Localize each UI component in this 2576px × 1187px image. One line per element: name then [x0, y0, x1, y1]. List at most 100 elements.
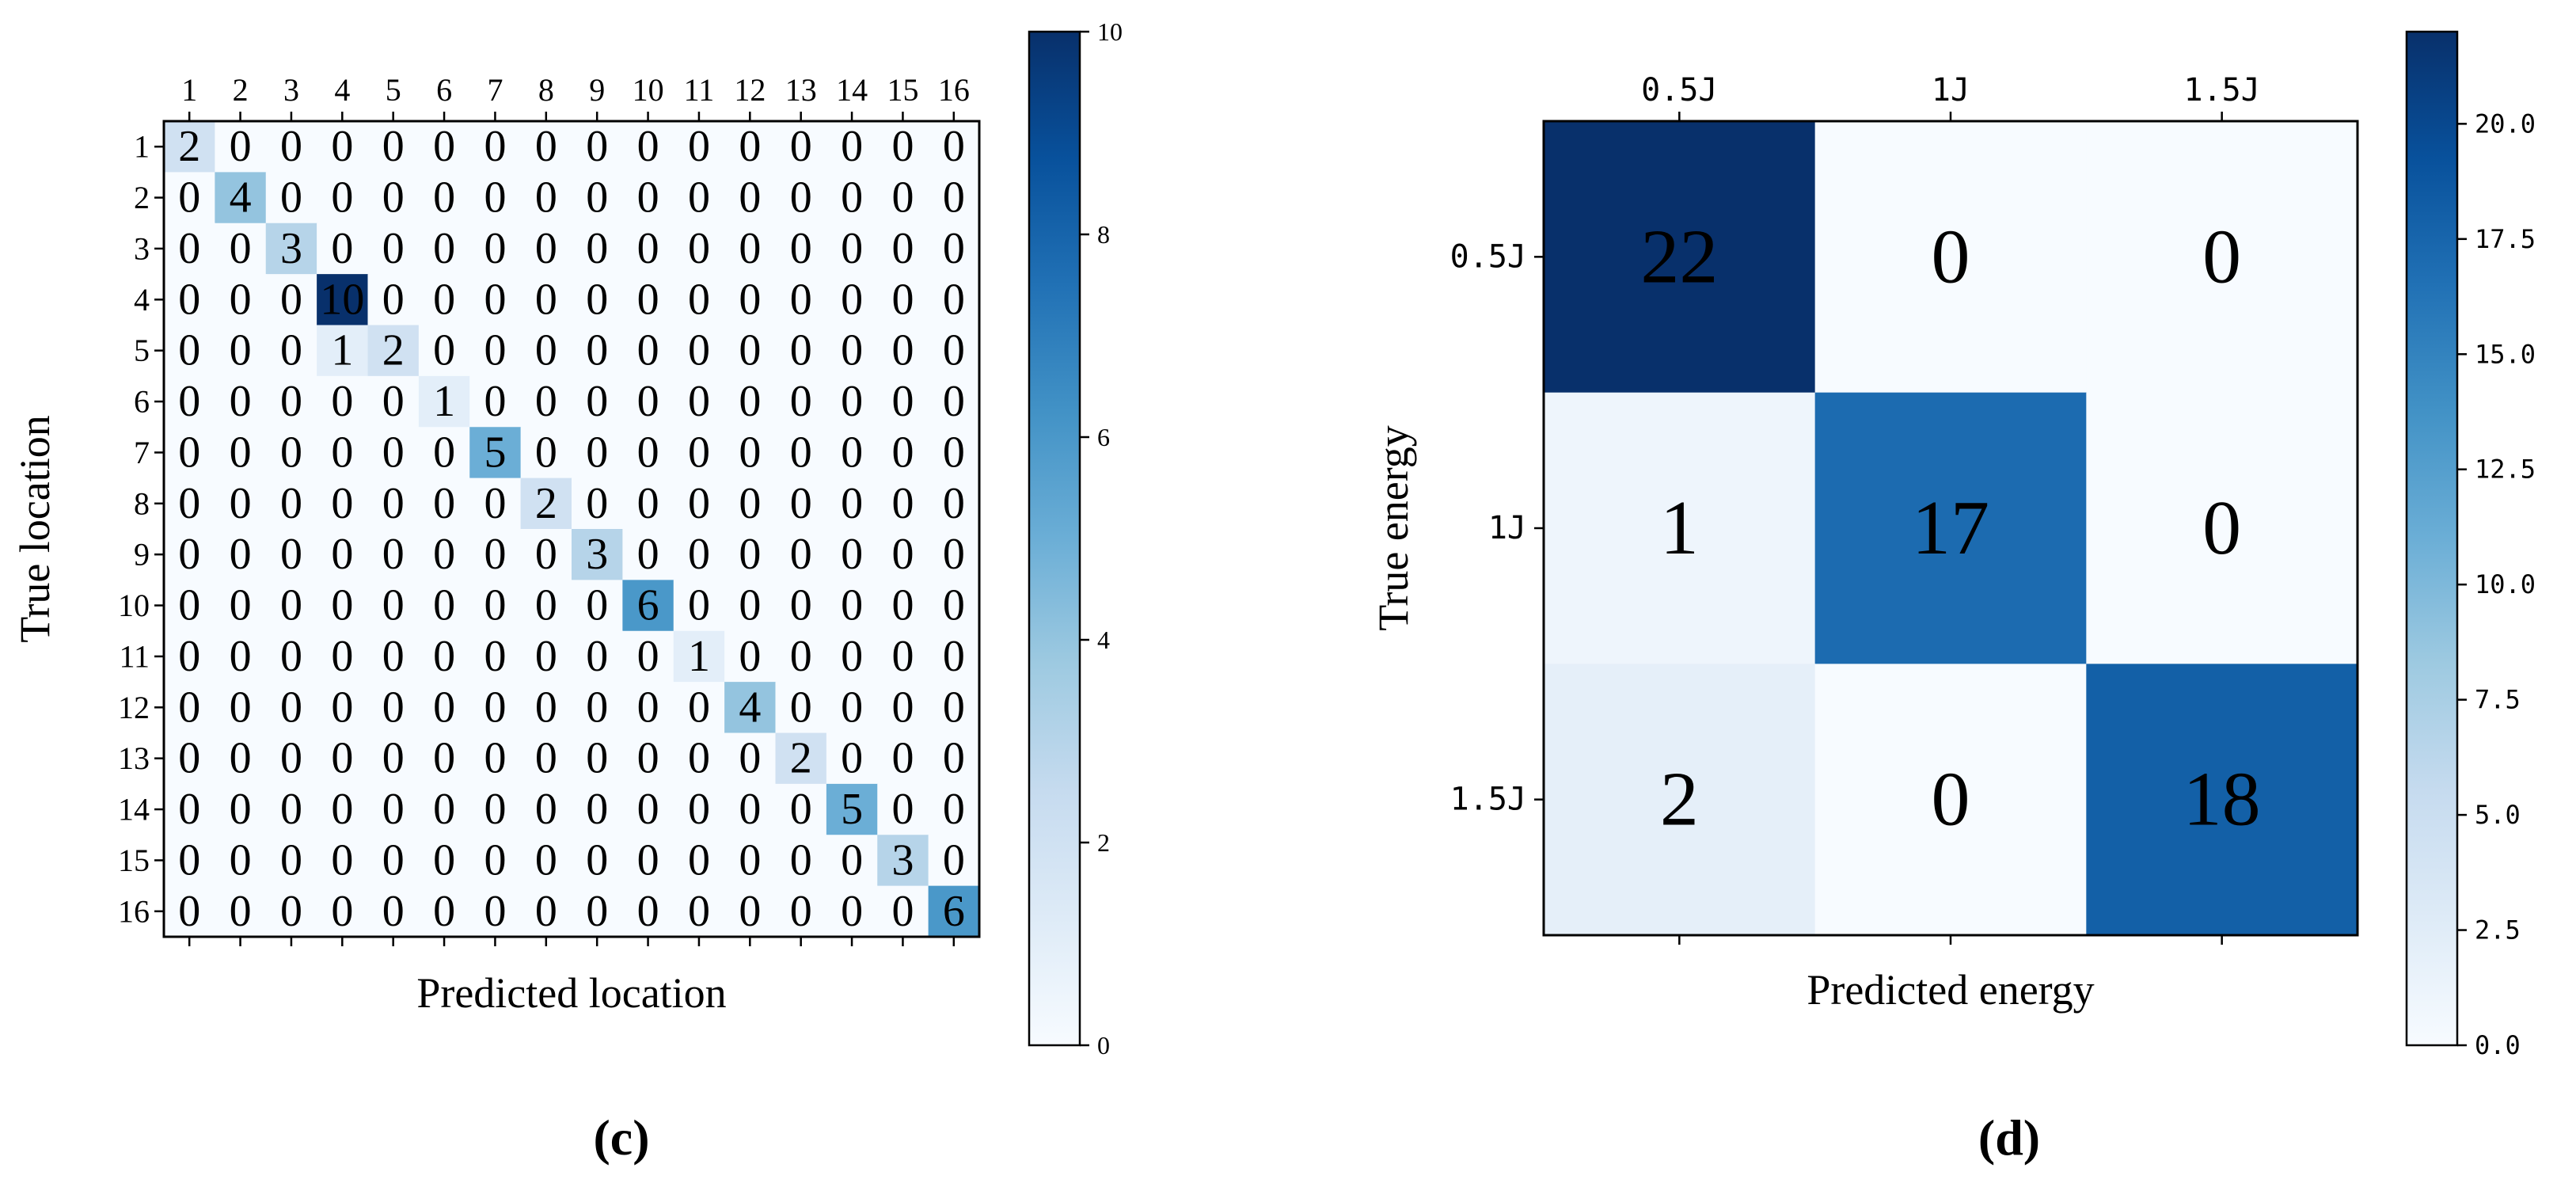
- cell-value-r2-c2: 17: [1912, 485, 1989, 571]
- cell-value-r10-c6: 0: [433, 581, 455, 630]
- cell-r1-c8: [520, 121, 572, 173]
- cell-value-r15-c2: 0: [230, 835, 252, 885]
- y-tick-label-2: 1J: [1488, 510, 1526, 546]
- cell-value-r14-c10: 0: [637, 785, 659, 834]
- cell-value-r10-c1: 0: [178, 581, 200, 630]
- cell-value-r3-c1: 2: [1660, 757, 1699, 843]
- cell-value-r14-c8: 0: [535, 785, 557, 834]
- colorbar-tick-label-3: 6: [1097, 423, 1110, 451]
- colorbar-tick-label-0: 0: [1097, 1031, 1110, 1060]
- cell-r14-c16: [928, 783, 980, 835]
- cell-r15-c3: [265, 835, 317, 887]
- cell-r4-c12: [724, 274, 777, 326]
- cell-value-r7-c5: 0: [382, 428, 405, 477]
- cell-r3-c6: [418, 223, 470, 275]
- cell-value-r1-c1: 22: [1640, 214, 1718, 299]
- cell-r8-c2: [215, 477, 267, 530]
- cell-r10-c11: [673, 580, 725, 632]
- cell-value-r3-c12: 0: [739, 224, 761, 273]
- cell-r11-c11: [673, 630, 725, 683]
- cell-r9-c11: [673, 529, 725, 580]
- cell-r13-c2: [215, 732, 267, 785]
- cell-value-r3-c15: 0: [891, 224, 914, 273]
- cell-r1-c4: [317, 121, 369, 173]
- cell-value-r1-c7: 0: [484, 122, 506, 171]
- cell-r2-c2: [215, 172, 267, 224]
- cell-value-r14-c1: 0: [178, 785, 200, 834]
- cell-value-r13-c8: 0: [535, 734, 557, 783]
- cell-r16-c8: [520, 885, 572, 938]
- cell-r15-c6: [418, 835, 470, 887]
- cell-r15-c5: [367, 835, 420, 887]
- cell-r3-c16: [928, 223, 980, 275]
- cell-r11-c7: [469, 630, 522, 683]
- cell-value-r6-c6: 1: [433, 377, 455, 426]
- cell-r16-c4: [317, 885, 369, 938]
- cell-r9-c12: [724, 529, 777, 580]
- cell-value-r12-c3: 0: [280, 683, 302, 732]
- cell-r15-c8: [520, 835, 572, 887]
- cell-r5-c5: [367, 325, 420, 377]
- cell-r4-c11: [673, 274, 725, 326]
- cell-r8-c7: [469, 477, 522, 530]
- cell-r5-c3: [265, 325, 317, 377]
- x-tick-label-15: 15: [887, 72, 918, 108]
- cell-r11-c16: [928, 630, 980, 683]
- cell-r9-c2: [215, 529, 267, 580]
- cell-r5-c14: [826, 325, 878, 377]
- cell-value-r2-c9: 0: [586, 173, 608, 223]
- cell-r5-c12: [724, 325, 777, 377]
- cell-value-r15-c6: 0: [433, 835, 455, 885]
- cell-value-r7-c14: 0: [841, 428, 863, 477]
- cell-r2-c3: [265, 172, 317, 224]
- cell-value-r2-c6: 0: [433, 173, 455, 223]
- colorbar: [1028, 30, 1081, 1047]
- cell-value-r10-c16: 0: [943, 581, 965, 630]
- cell-r3-c7: [469, 223, 522, 275]
- cell-value-r13-c14: 0: [841, 734, 863, 783]
- cell-value-r1-c8: 0: [535, 122, 557, 171]
- cell-r13-c6: [418, 732, 470, 785]
- cell-value-r16-c11: 0: [688, 887, 710, 936]
- cell-value-r3-c3: 3: [280, 224, 302, 273]
- cell-value-r11-c2: 0: [230, 632, 252, 681]
- cell-r1-c15: [877, 121, 929, 173]
- cell-value-r14-c9: 0: [586, 785, 608, 834]
- colorbar: [2405, 30, 2459, 1047]
- cell-r9-c15: [877, 529, 929, 580]
- cell-value-r2-c14: 0: [841, 173, 863, 223]
- cell-r13-c1: [164, 732, 215, 785]
- y-tick-label-1: 0.5J: [1450, 238, 1526, 275]
- cell-r9-c1: [164, 529, 215, 580]
- cell-r3-c2: [215, 223, 267, 275]
- cell-r9-c7: [469, 529, 522, 580]
- cell-value-r9-c12: 0: [739, 530, 761, 579]
- cell-r7-c16: [928, 427, 980, 479]
- cell-r14-c15: [877, 783, 929, 835]
- cell-r5-c2: [215, 325, 267, 377]
- cell-r8-c9: [572, 477, 623, 530]
- y-tick-label-11: 11: [119, 638, 150, 674]
- cell-value-r12-c12: 4: [739, 683, 761, 732]
- cell-r15-c4: [317, 835, 369, 887]
- cell-r12-c5: [367, 682, 420, 734]
- cell-value-r13-c4: 0: [331, 734, 353, 783]
- y-tick-label-5: 5: [134, 333, 150, 368]
- cell-value-r4-c11: 0: [688, 275, 710, 324]
- cell-r7-c5: [367, 427, 420, 479]
- cell-r3-c1: [1544, 664, 1816, 936]
- x-tick-label-10: 10: [633, 72, 664, 108]
- cell-value-r14-c6: 0: [433, 785, 455, 834]
- cell-r12-c7: [469, 682, 522, 734]
- cell-value-r15-c8: 0: [535, 835, 557, 885]
- cell-r2-c6: [418, 172, 470, 224]
- y-tick-label-15: 15: [118, 843, 150, 878]
- cell-r12-c8: [520, 682, 572, 734]
- cell-r3-c11: [673, 223, 725, 275]
- colorbar-tick-label-6: 15.0: [2475, 339, 2536, 369]
- cell-value-r7-c4: 0: [331, 428, 353, 477]
- cell-r14-c9: [572, 783, 623, 835]
- cell-r10-c16: [928, 580, 980, 632]
- cell-r10-c8: [520, 580, 572, 632]
- cell-value-r10-c5: 0: [382, 581, 405, 630]
